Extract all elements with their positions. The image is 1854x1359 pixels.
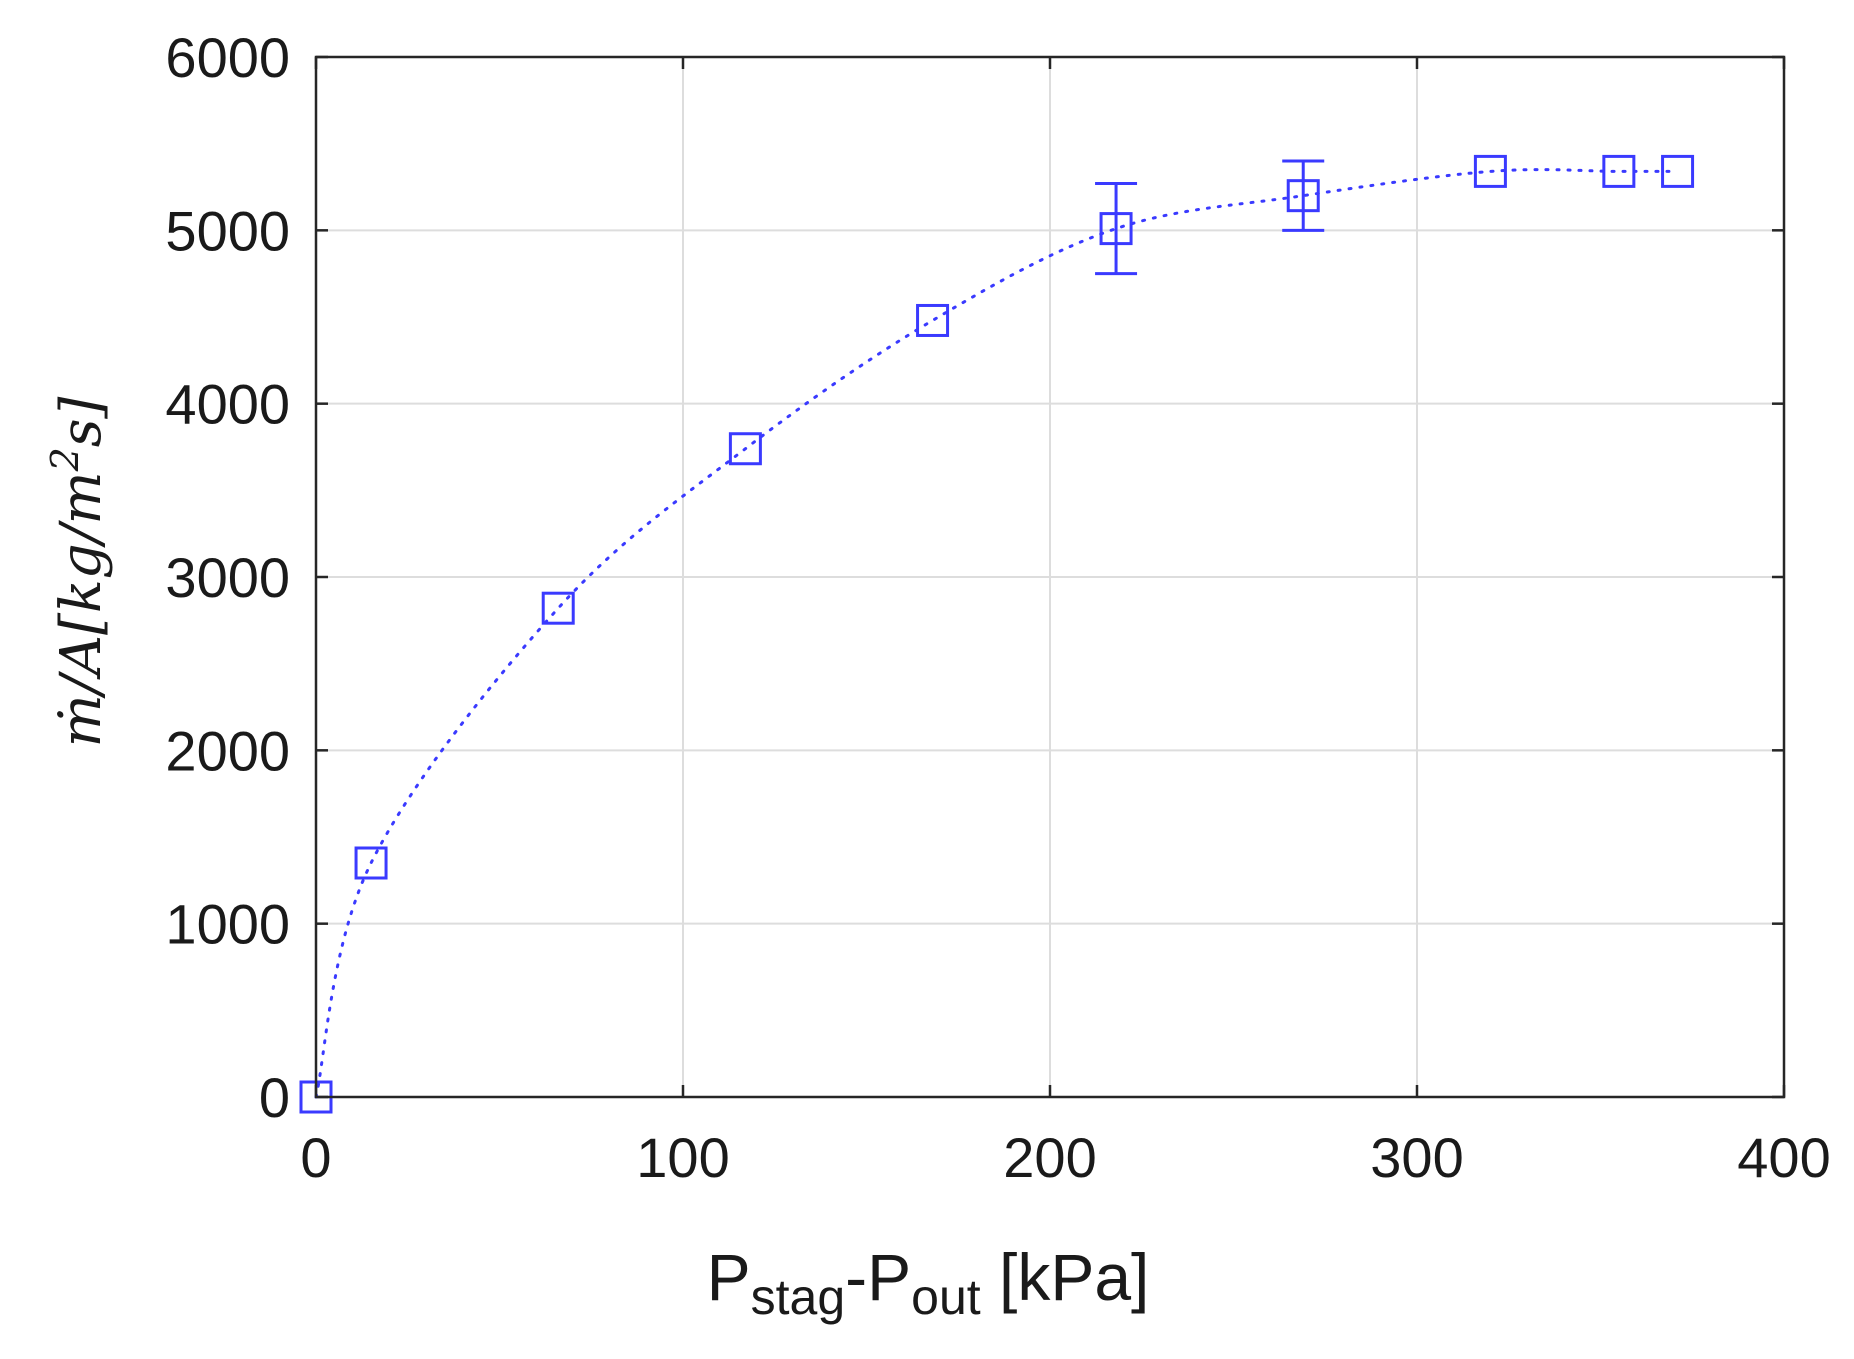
- y-tick-label: 3000: [165, 546, 290, 609]
- data-point: [1286, 179, 1320, 213]
- y-axis-label: ṁ/A[kg/m2s]: [43, 396, 114, 747]
- x-axis-label: Pstag-Pout [kPa]: [707, 1240, 1150, 1325]
- x-tick-labels: 0 100 200 300 400: [300, 1126, 1830, 1189]
- data-point: [728, 432, 762, 466]
- y-tick-label: 2000: [165, 719, 290, 782]
- x-tick-label: 400: [1737, 1126, 1830, 1189]
- data-point: [916, 303, 950, 337]
- y-tick-labels: 0 1000 2000 3000 4000 5000 6000: [165, 26, 290, 1129]
- data-point: [354, 846, 388, 880]
- series-line: [314, 168, 1680, 1099]
- y-tick-label: 0: [259, 1066, 290, 1129]
- data-point: [541, 591, 575, 625]
- y-tick-label: 4000: [165, 373, 290, 436]
- x-tick-label: 300: [1370, 1126, 1463, 1189]
- data-curve: [314, 168, 1680, 1099]
- x-tick-label: 100: [636, 1126, 729, 1189]
- data-point: [1473, 154, 1507, 188]
- data-point: [1099, 212, 1133, 246]
- y-tick-label: 6000: [165, 26, 290, 89]
- y-tick-label: 5000: [165, 199, 290, 262]
- x-tick-label: 200: [1003, 1126, 1096, 1189]
- error-bars: [1095, 159, 1325, 276]
- data-point: [1602, 154, 1636, 188]
- plot-frame: [314, 55, 1786, 1099]
- data-point: [1661, 154, 1695, 188]
- y-tick-label: 1000: [165, 893, 290, 956]
- x-tick-label: 0: [300, 1126, 331, 1189]
